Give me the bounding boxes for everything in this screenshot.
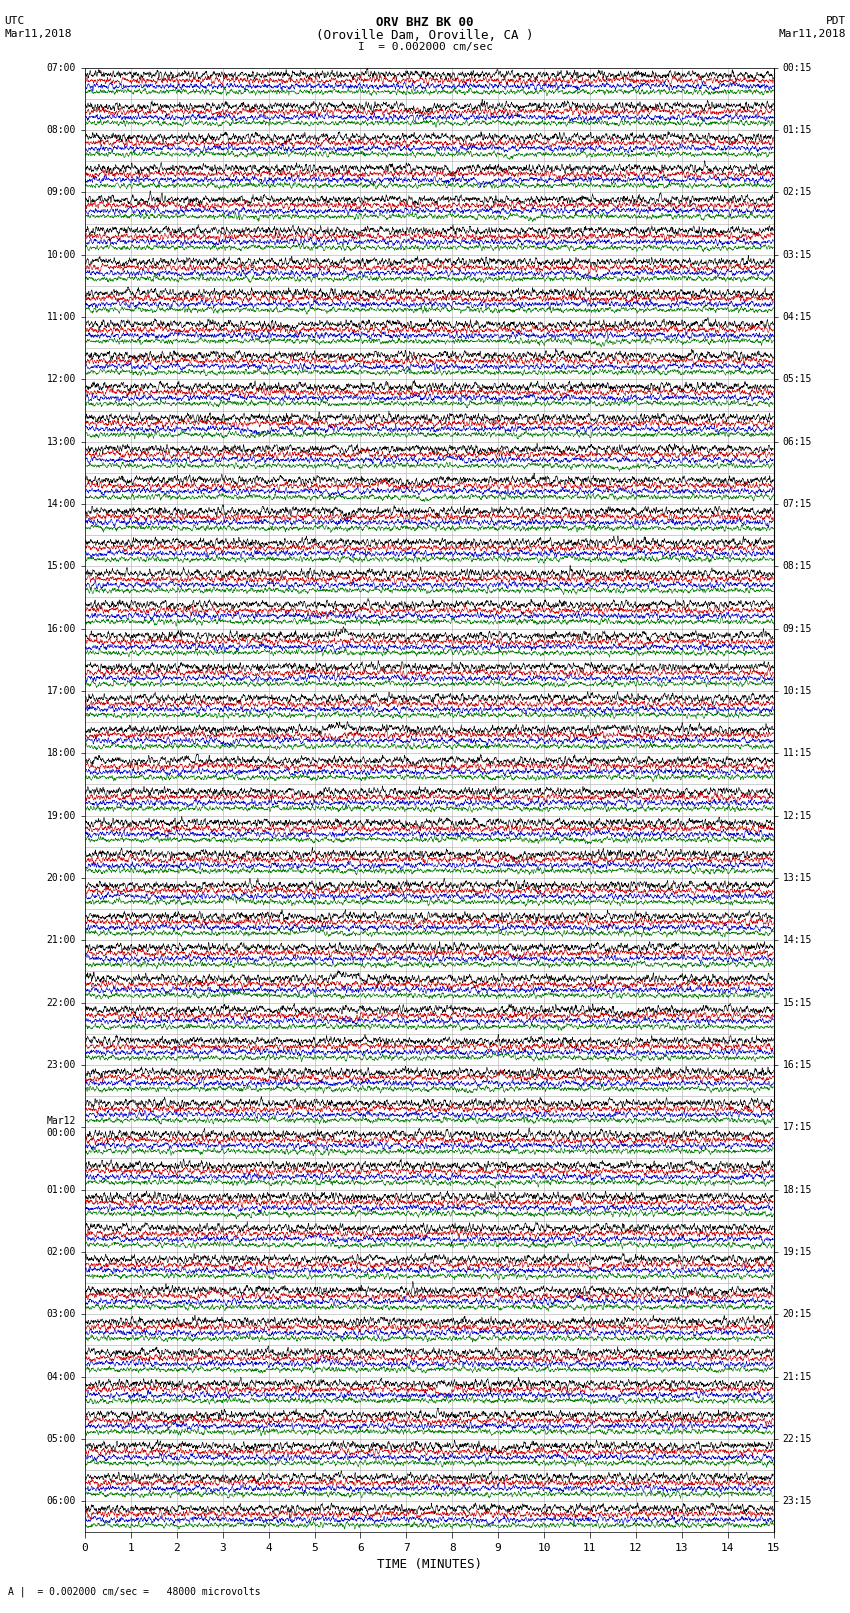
Text: A |  = 0.002000 cm/sec =   48000 microvolts: A | = 0.002000 cm/sec = 48000 microvolts <box>8 1586 261 1597</box>
Text: Mar11,2018: Mar11,2018 <box>779 29 846 39</box>
Text: UTC: UTC <box>4 16 25 26</box>
Text: Mar11,2018: Mar11,2018 <box>4 29 71 39</box>
Text: ORV BHZ BK 00: ORV BHZ BK 00 <box>377 16 473 29</box>
Text: (Oroville Dam, Oroville, CA ): (Oroville Dam, Oroville, CA ) <box>316 29 534 42</box>
Text: I  = 0.002000 cm/sec: I = 0.002000 cm/sec <box>358 42 492 52</box>
Text: PDT: PDT <box>825 16 846 26</box>
X-axis label: TIME (MINUTES): TIME (MINUTES) <box>377 1558 482 1571</box>
